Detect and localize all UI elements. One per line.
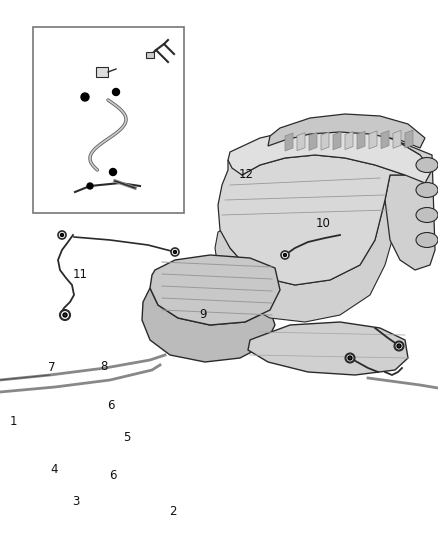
Text: 8: 8: [101, 360, 108, 373]
Circle shape: [110, 168, 117, 175]
Polygon shape: [345, 132, 353, 149]
Ellipse shape: [416, 182, 438, 198]
Text: 11: 11: [72, 268, 87, 281]
Circle shape: [60, 233, 64, 237]
Text: 12: 12: [239, 168, 254, 181]
Circle shape: [281, 251, 289, 259]
Text: 6: 6: [110, 470, 117, 482]
Polygon shape: [150, 255, 280, 325]
Circle shape: [397, 344, 401, 348]
Text: 5: 5: [123, 431, 130, 443]
Polygon shape: [405, 130, 413, 148]
Polygon shape: [309, 132, 317, 150]
Text: 7: 7: [48, 361, 56, 374]
Bar: [146, 52, 154, 58]
Polygon shape: [385, 140, 435, 270]
Polygon shape: [228, 128, 432, 183]
Polygon shape: [321, 132, 329, 150]
Text: 6: 6: [107, 399, 115, 411]
Polygon shape: [285, 133, 293, 151]
Bar: [96, 67, 108, 77]
Polygon shape: [142, 288, 275, 362]
Circle shape: [348, 356, 352, 360]
Text: 2: 2: [169, 505, 176, 518]
Text: 10: 10: [315, 217, 330, 230]
Polygon shape: [218, 155, 405, 285]
Polygon shape: [357, 131, 365, 149]
Bar: [33, 27, 184, 213]
Circle shape: [58, 231, 66, 239]
Circle shape: [63, 313, 67, 317]
Polygon shape: [297, 133, 305, 151]
Ellipse shape: [416, 157, 438, 173]
Circle shape: [87, 183, 93, 189]
Ellipse shape: [416, 232, 438, 247]
Polygon shape: [381, 131, 389, 149]
Polygon shape: [393, 130, 401, 148]
Circle shape: [171, 248, 179, 256]
Circle shape: [346, 353, 354, 362]
Circle shape: [283, 254, 286, 256]
Polygon shape: [333, 132, 341, 150]
Circle shape: [173, 251, 177, 254]
Ellipse shape: [416, 207, 438, 222]
Polygon shape: [248, 322, 408, 375]
Circle shape: [113, 88, 120, 95]
Polygon shape: [268, 114, 425, 148]
Circle shape: [81, 93, 89, 101]
Polygon shape: [215, 200, 395, 322]
Text: 9: 9: [199, 308, 207, 321]
Circle shape: [60, 310, 70, 320]
Polygon shape: [369, 131, 377, 149]
Circle shape: [395, 342, 403, 351]
Text: 3: 3: [72, 495, 80, 507]
Text: 1: 1: [10, 415, 17, 427]
Text: 4: 4: [50, 463, 58, 475]
